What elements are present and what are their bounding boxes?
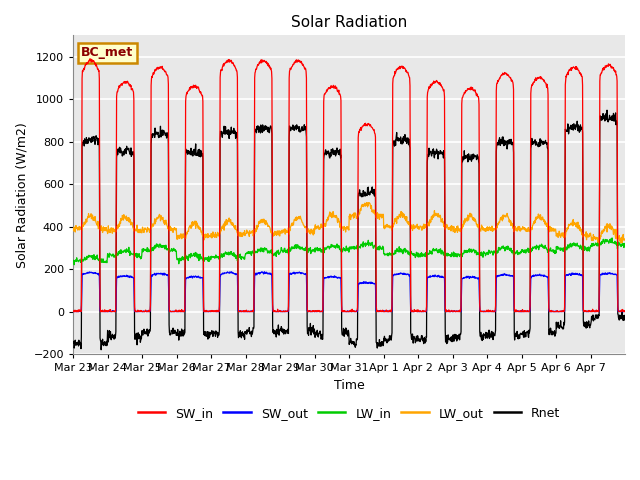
Legend: SW_in, SW_out, LW_in, LW_out, Rnet: SW_in, SW_out, LW_in, LW_out, Rnet: [132, 402, 565, 425]
Text: BC_met: BC_met: [81, 47, 134, 60]
Y-axis label: Solar Radiation (W/m2): Solar Radiation (W/m2): [15, 122, 28, 267]
Title: Solar Radiation: Solar Radiation: [291, 15, 407, 30]
X-axis label: Time: Time: [333, 379, 364, 392]
